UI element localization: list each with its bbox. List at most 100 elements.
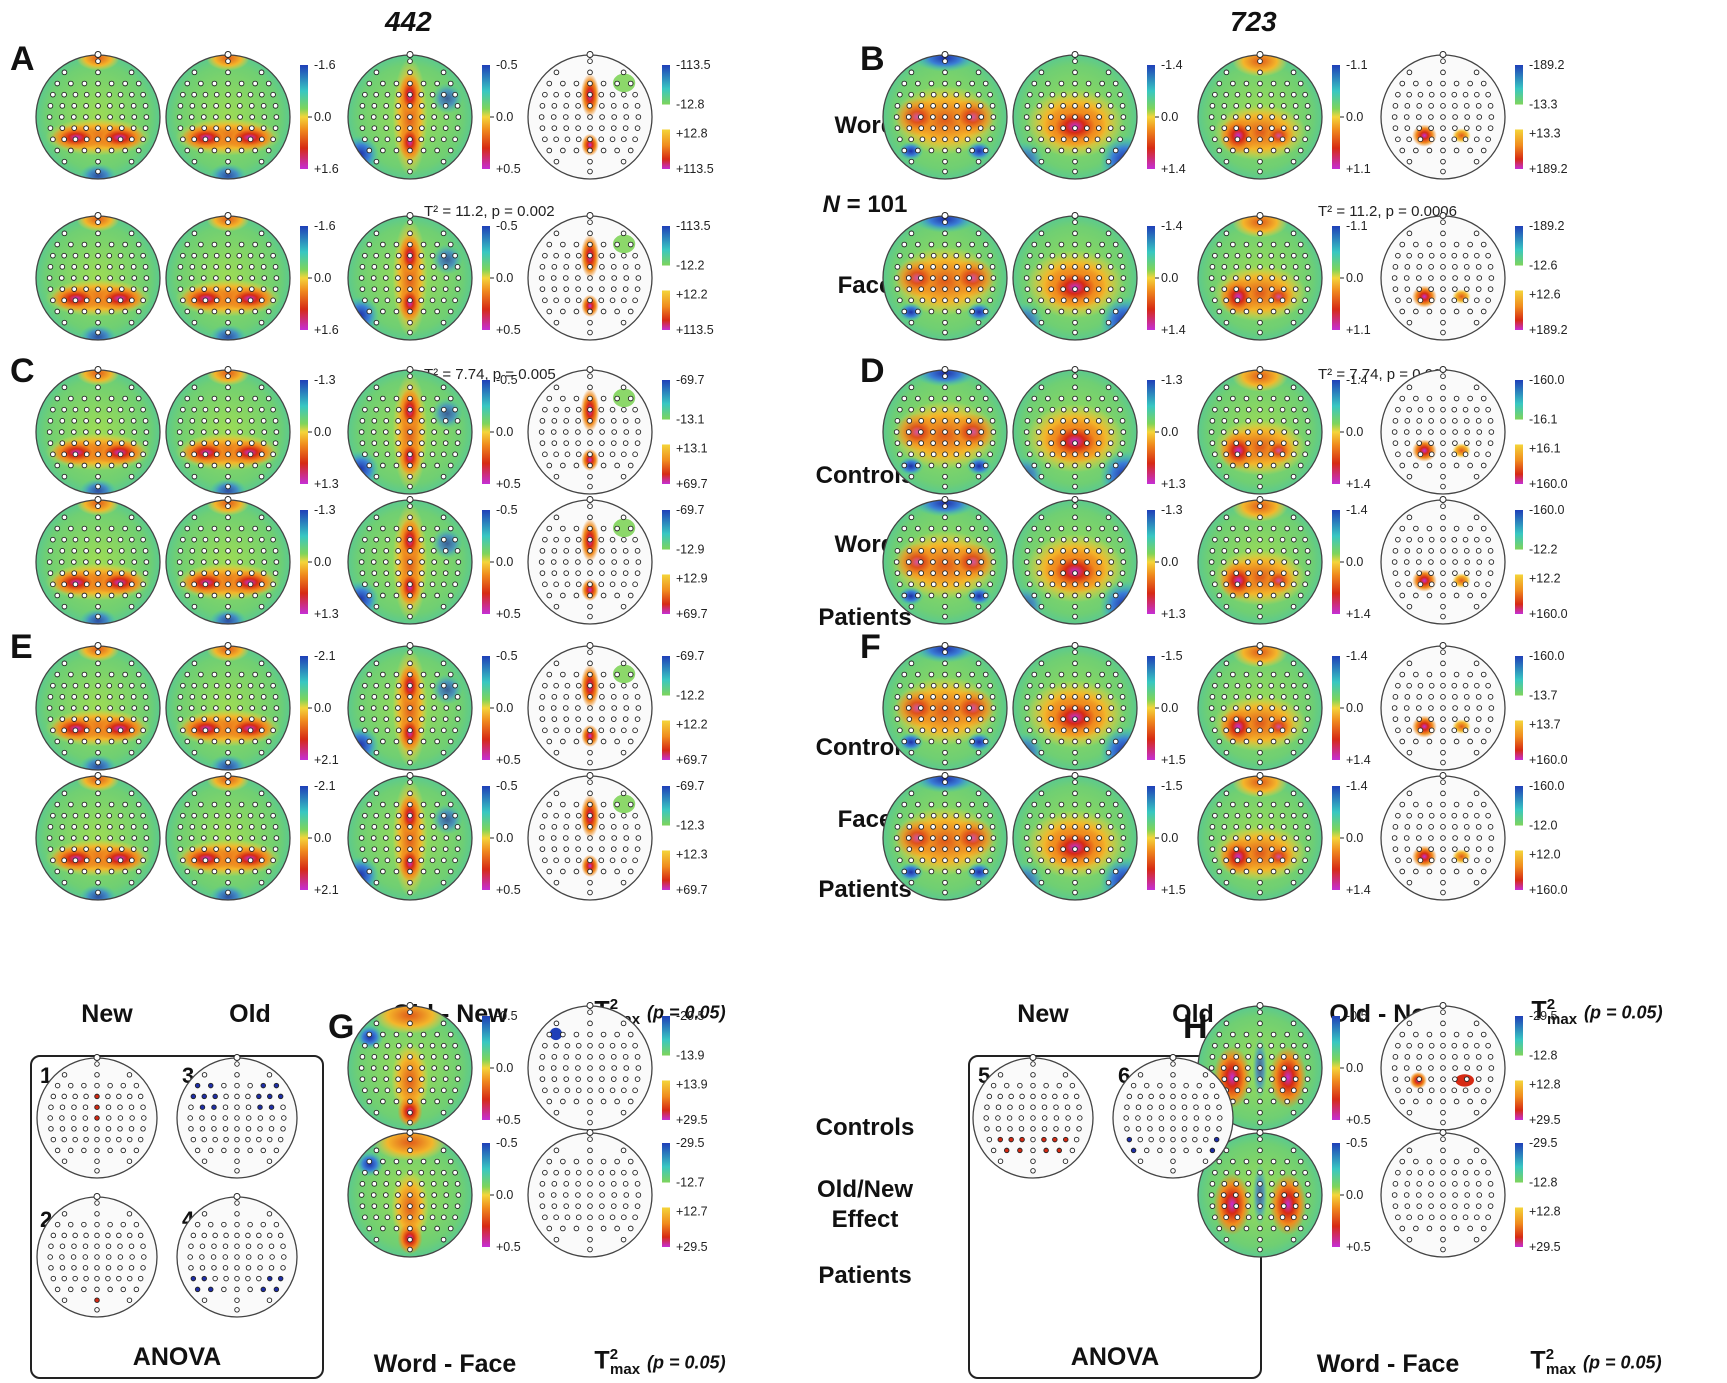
electrode-dot: [1268, 451, 1275, 458]
electrode-dot: [1292, 264, 1299, 270]
electrode-dot: [1053, 1115, 1060, 1121]
electrode-dot: [383, 1076, 390, 1082]
electrode-dot: [1072, 158, 1078, 165]
electrode-dot: [1403, 705, 1410, 711]
electrode-dot: [393, 1158, 400, 1165]
electrode-dot: [1257, 824, 1263, 830]
electrode-dot: [1440, 1076, 1446, 1082]
electrode-dot: [919, 297, 926, 304]
electrode-dot: [1038, 790, 1045, 797]
electrode-dot: [118, 570, 125, 576]
electrode-dot: [1406, 1214, 1412, 1221]
electrode-dot: [270, 727, 276, 734]
electrode-dot: [1213, 1093, 1220, 1100]
electrode-dot: [373, 319, 380, 326]
scalp-F-tmax-1: [1380, 772, 1506, 901]
electrode-dot: [928, 80, 935, 87]
colorbar-tick: +29.5: [1529, 1240, 1561, 1254]
electrode-dot: [620, 660, 627, 667]
electrode-dot: [407, 1020, 413, 1027]
electrode-dot: [95, 525, 101, 532]
electrode-dot: [1428, 559, 1434, 565]
electrode-dot: [1290, 1020, 1297, 1027]
electrode-dot: [383, 705, 389, 711]
electrode-dot: [1072, 329, 1078, 336]
electrode-dot: [930, 418, 936, 424]
electrode-dot: [621, 682, 627, 689]
electrode-dot: [371, 264, 378, 270]
electrode-dot: [1279, 1169, 1286, 1176]
electrode-dot: [371, 440, 378, 446]
electrode-dot: [954, 694, 960, 700]
electrode-dot: [362, 857, 368, 864]
electrode-dot: [130, 440, 137, 446]
electrode-dot: [1452, 1054, 1458, 1060]
electrode-dot: [248, 286, 255, 292]
electrode-dot: [1270, 241, 1277, 248]
electrode-dot: [622, 1181, 629, 1187]
electrode-dot: [61, 252, 67, 259]
electrode-dot: [140, 91, 146, 98]
electrode-dot: [1220, 429, 1227, 435]
electrode-dot: [252, 147, 258, 154]
electrode-dot: [1453, 80, 1460, 87]
electrode-dot: [1280, 103, 1287, 109]
electrode-dot: [1440, 264, 1446, 270]
electrode-dot: [598, 1087, 605, 1094]
electrode-dot: [1105, 473, 1112, 480]
electrode-dot: [1428, 727, 1435, 734]
electrode-dot: [420, 1158, 427, 1165]
colorbar-tick: -113.5: [676, 219, 711, 233]
electrode-dot: [1292, 418, 1299, 424]
electrode-dot: [1473, 790, 1480, 797]
electrode-dot: [1233, 275, 1239, 281]
electrode-dot: [225, 857, 231, 864]
electrode-dot: [48, 1243, 54, 1249]
electrode-dot: [1392, 824, 1399, 830]
electrode-dot: [1280, 125, 1287, 131]
electrode-dot: [1107, 824, 1114, 830]
electrode-dot: [1413, 738, 1419, 745]
electrode-dot: [1031, 592, 1038, 599]
electrode-dot: [429, 136, 436, 143]
electrode-dot: [1058, 801, 1065, 808]
electrode-dot: [419, 1076, 425, 1082]
electrode-dot: [95, 889, 101, 896]
scalp-D-old-1: [1012, 496, 1138, 625]
colorbar-tick: +13.7: [1529, 717, 1561, 731]
row-label-patients-ef: Patients: [818, 876, 912, 903]
electrode-dot: [143, 114, 150, 120]
electrode-dot: [1428, 1087, 1435, 1094]
electrode-dot: [546, 671, 553, 678]
electrode-dot: [560, 1225, 566, 1232]
electrode-dot: [81, 147, 88, 154]
electrode-dot: [966, 114, 972, 120]
electrode-dot: [1279, 1042, 1286, 1049]
electrode-dot: [990, 114, 997, 120]
electrode-dot: [1270, 1225, 1277, 1232]
colorbar-tick: 0.0: [1161, 555, 1178, 569]
electrode-dot: [213, 846, 219, 852]
electrode-dot: [1233, 705, 1239, 711]
colorbar-tick: -1.4: [1346, 649, 1368, 663]
colorbar-tick: -1.4: [1161, 58, 1183, 72]
electrode-dot: [1107, 125, 1114, 131]
electrode-dot: [1105, 384, 1112, 391]
electrode-dot: [221, 1286, 227, 1293]
electrode-dot: [918, 418, 925, 424]
electrode-dot: [59, 694, 66, 700]
electrode-dot: [563, 548, 570, 554]
electrode-dot: [969, 462, 975, 469]
electrode-dot: [1485, 536, 1491, 543]
electrode-dot: [61, 406, 67, 413]
electrode-dot: [538, 1192, 545, 1198]
electrode-dot: [1212, 727, 1218, 734]
electrode-dot: [989, 824, 996, 830]
electrode-dot: [1257, 462, 1263, 469]
scalp-F-old-1: [1012, 772, 1138, 901]
electrode-dot: [1293, 559, 1300, 565]
electrode-dot: [614, 1098, 620, 1105]
electrode-dot: [1257, 1214, 1263, 1221]
electrode-dot: [965, 264, 972, 270]
